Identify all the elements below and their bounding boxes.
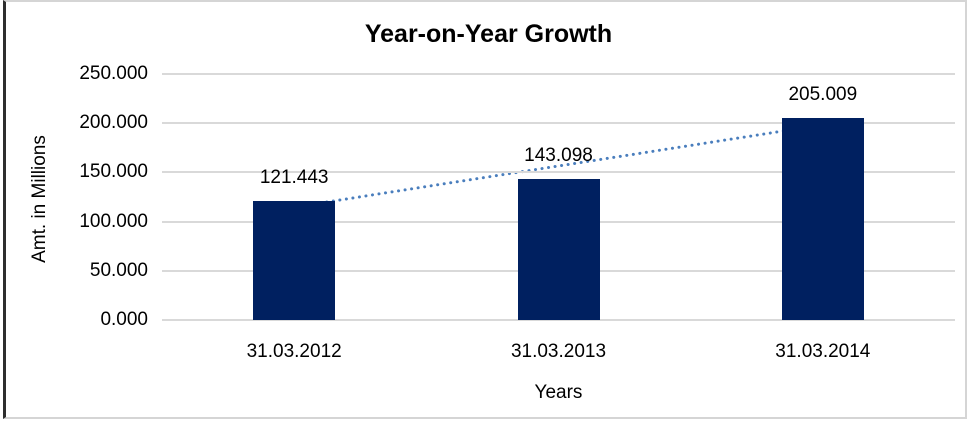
y-axis-title: Amt. in Millions	[29, 135, 50, 263]
x-category-label: 31.03.2014	[775, 341, 871, 362]
x-category-label: 31.03.2012	[246, 341, 342, 362]
bar-data-label: 205.009	[788, 84, 858, 106]
bar-31.03.2012	[253, 200, 336, 320]
bar-31.03.2014	[781, 118, 864, 320]
y-tick-label: 50.000	[89, 259, 148, 281]
gridline	[162, 319, 955, 321]
y-tick-label: 250.000	[79, 63, 148, 84]
y-tick-label: 150.000	[79, 161, 148, 183]
x-axis-title: Years	[534, 382, 583, 403]
gridline	[162, 73, 955, 75]
gridline	[162, 122, 955, 125]
y-tick-label: 0.000	[100, 309, 148, 330]
bar-data-label: 121.443	[259, 166, 329, 188]
chart-title: Year-on-Year Growth	[364, 20, 613, 48]
y-tick-label: 200.000	[79, 112, 148, 134]
bar-data-label: 143.098	[524, 145, 593, 167]
gridline	[162, 171, 955, 174]
y-tick-label: 100.000	[79, 210, 148, 232]
x-category-label: 31.03.2013	[510, 341, 607, 362]
bar-31.03.2013	[517, 179, 600, 320]
